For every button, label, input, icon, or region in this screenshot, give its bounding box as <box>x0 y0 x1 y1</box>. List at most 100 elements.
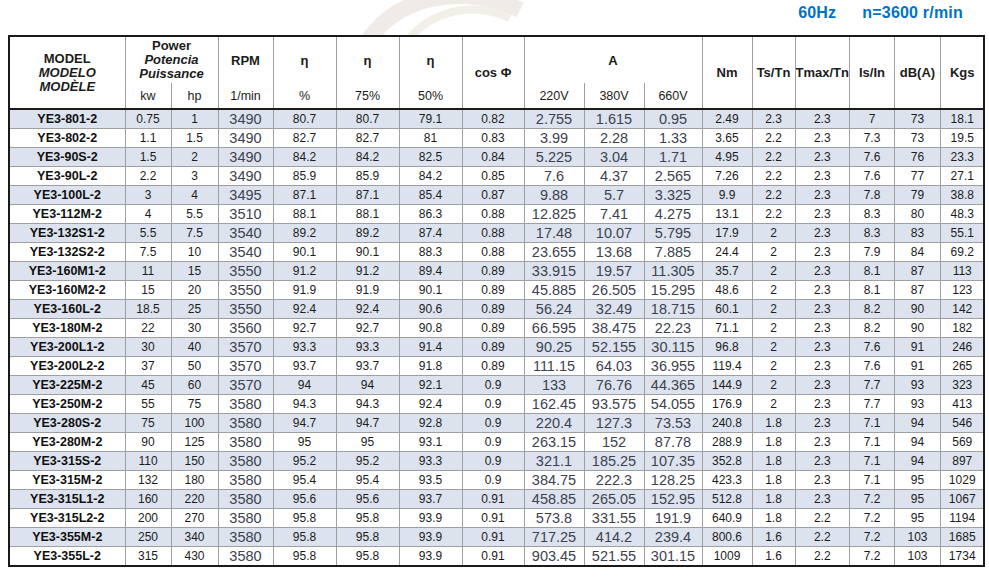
cell-nm: 60.1 <box>702 300 752 319</box>
cell-cos-phi: 0.89 <box>462 262 524 281</box>
cell-eta-50: 89.4 <box>399 262 462 281</box>
cell-eta-full: 94 <box>273 376 336 395</box>
cell-eta-50: 85.4 <box>399 186 462 205</box>
cell-model: YE3-801-2 <box>9 109 125 129</box>
cell-hp: 4 <box>171 186 218 205</box>
cell-eta-full: 92.4 <box>273 300 336 319</box>
caption: 60Hz n=3600 r/min <box>798 4 963 22</box>
cell-ts-tn: 2 <box>752 281 795 300</box>
cell-a-220v: 717.25 <box>524 528 584 547</box>
cell-kw: 4 <box>125 205 171 224</box>
table-row: YE3-160M1-2 11 15 3550 91.2 91.2 89.4 0.… <box>9 262 984 281</box>
cell-a-660v: 30.115 <box>644 338 702 357</box>
cell-ts-tn: 2 <box>752 357 795 376</box>
cell-rpm: 3580 <box>218 490 273 509</box>
cell-nm: 1009 <box>702 547 752 567</box>
table-row: YE3-355L-2 315 430 3580 95.8 95.8 93.9 0… <box>9 547 984 567</box>
cell-cos-phi: 0.9 <box>462 433 524 452</box>
cell-hp: 1.5 <box>171 129 218 148</box>
cell-rpm: 3540 <box>218 243 273 262</box>
cell-kgs: 1067 <box>940 490 984 509</box>
motor-spec-table: MODEL MODELO MODÈLE Power Potencia Puiss… <box>8 35 985 567</box>
cell-model: YE3-225M-2 <box>9 376 125 395</box>
cell-kw: 7.5 <box>125 243 171 262</box>
cell-eta-full: 92.7 <box>273 319 336 338</box>
cell-eta-full: 95.8 <box>273 547 336 567</box>
cell-a-660v: 1.33 <box>644 129 702 148</box>
cell-a-380v: 331.55 <box>584 509 644 528</box>
table-header: MODEL MODELO MODÈLE Power Potencia Puiss… <box>9 36 984 109</box>
cell-a-380v: 26.505 <box>584 281 644 300</box>
cell-kw: 0.75 <box>125 109 171 129</box>
cell-is-in: 8.1 <box>849 262 894 281</box>
subheader-380v: 380V <box>584 83 644 109</box>
cell-kw: 45 <box>125 376 171 395</box>
table-row: YE3-801-2 0.75 1 3490 80.7 80.7 79.1 0.8… <box>9 109 984 129</box>
cell-a-380v: 265.05 <box>584 490 644 509</box>
cell-kw: 22 <box>125 319 171 338</box>
cell-model: YE3-280S-2 <box>9 414 125 433</box>
cell-tmax-tn: 2.3 <box>795 452 849 471</box>
cell-rpm: 3570 <box>218 357 273 376</box>
cell-ts-tn: 1.8 <box>752 471 795 490</box>
cell-eta-50: 90.6 <box>399 300 462 319</box>
cell-tmax-tn: 2.2 <box>795 509 849 528</box>
cell-hp: 125 <box>171 433 218 452</box>
cell-dba: 95 <box>894 490 940 509</box>
table-row: YE3-132S2-2 7.5 10 3540 90.1 90.1 88.3 0… <box>9 243 984 262</box>
cell-a-660v: 44.365 <box>644 376 702 395</box>
cell-eta-full: 94.7 <box>273 414 336 433</box>
cell-nm: 240.8 <box>702 414 752 433</box>
cell-eta-50: 82.5 <box>399 148 462 167</box>
cell-a-380v: 185.25 <box>584 452 644 471</box>
table-row: YE3-280S-2 75 100 3580 94.7 94.7 92.8 0.… <box>9 414 984 433</box>
cell-ts-tn: 1.8 <box>752 490 795 509</box>
cell-nm: 119.4 <box>702 357 752 376</box>
cell-nm: 96.8 <box>702 338 752 357</box>
cell-eta-75: 95.2 <box>336 452 399 471</box>
cell-cos-phi: 0.9 <box>462 414 524 433</box>
cell-rpm: 3580 <box>218 547 273 567</box>
power-label-fr: Puissance <box>126 67 218 81</box>
cell-hp: 15 <box>171 262 218 281</box>
cell-a-660v: 301.15 <box>644 547 702 567</box>
cell-ts-tn: 2 <box>752 376 795 395</box>
cell-kgs: 569 <box>940 433 984 452</box>
table-row: YE3-315S-2 110 150 3580 95.2 95.2 93.3 0… <box>9 452 984 471</box>
cell-is-in: 7.2 <box>849 547 894 567</box>
cell-kgs: 123 <box>940 281 984 300</box>
cell-rpm: 3580 <box>218 414 273 433</box>
cell-hp: 5.5 <box>171 205 218 224</box>
cell-eta-75: 95.8 <box>336 509 399 528</box>
cell-rpm: 3540 <box>218 224 273 243</box>
speed-label: n=3600 r/min <box>862 4 963 22</box>
cell-tmax-tn: 2.3 <box>795 471 849 490</box>
cell-hp: 340 <box>171 528 218 547</box>
cell-kgs: 1685 <box>940 528 984 547</box>
cell-eta-50: 84.2 <box>399 167 462 186</box>
cell-eta-50: 92.4 <box>399 395 462 414</box>
cell-dba: 93 <box>894 376 940 395</box>
cell-ts-tn: 2 <box>752 395 795 414</box>
cell-is-in: 7.6 <box>849 357 894 376</box>
table-row: YE3-802-2 1.1 1.5 3490 82.7 82.7 81 0.83… <box>9 129 984 148</box>
cell-eta-50: 93.9 <box>399 528 462 547</box>
cell-model: YE3-315L1-2 <box>9 490 125 509</box>
cell-eta-50: 93.9 <box>399 509 462 528</box>
cell-a-220v: 90.25 <box>524 338 584 357</box>
cell-nm: 13.1 <box>702 205 752 224</box>
cell-model: YE3-315L2-2 <box>9 509 125 528</box>
cell-eta-75: 94 <box>336 376 399 395</box>
cell-a-660v: 54.055 <box>644 395 702 414</box>
cell-dba: 77 <box>894 167 940 186</box>
cell-ts-tn: 1.8 <box>752 414 795 433</box>
cell-kgs: 69.2 <box>940 243 984 262</box>
cell-tmax-tn: 2.3 <box>795 414 849 433</box>
cell-tmax-tn: 2.3 <box>795 224 849 243</box>
cell-cos-phi: 0.91 <box>462 509 524 528</box>
cell-rpm: 3510 <box>218 205 273 224</box>
cell-is-in: 7 <box>849 109 894 129</box>
cell-cos-phi: 0.9 <box>462 376 524 395</box>
cell-model: YE3-180M-2 <box>9 319 125 338</box>
power-label-es: Potencia <box>126 53 218 67</box>
